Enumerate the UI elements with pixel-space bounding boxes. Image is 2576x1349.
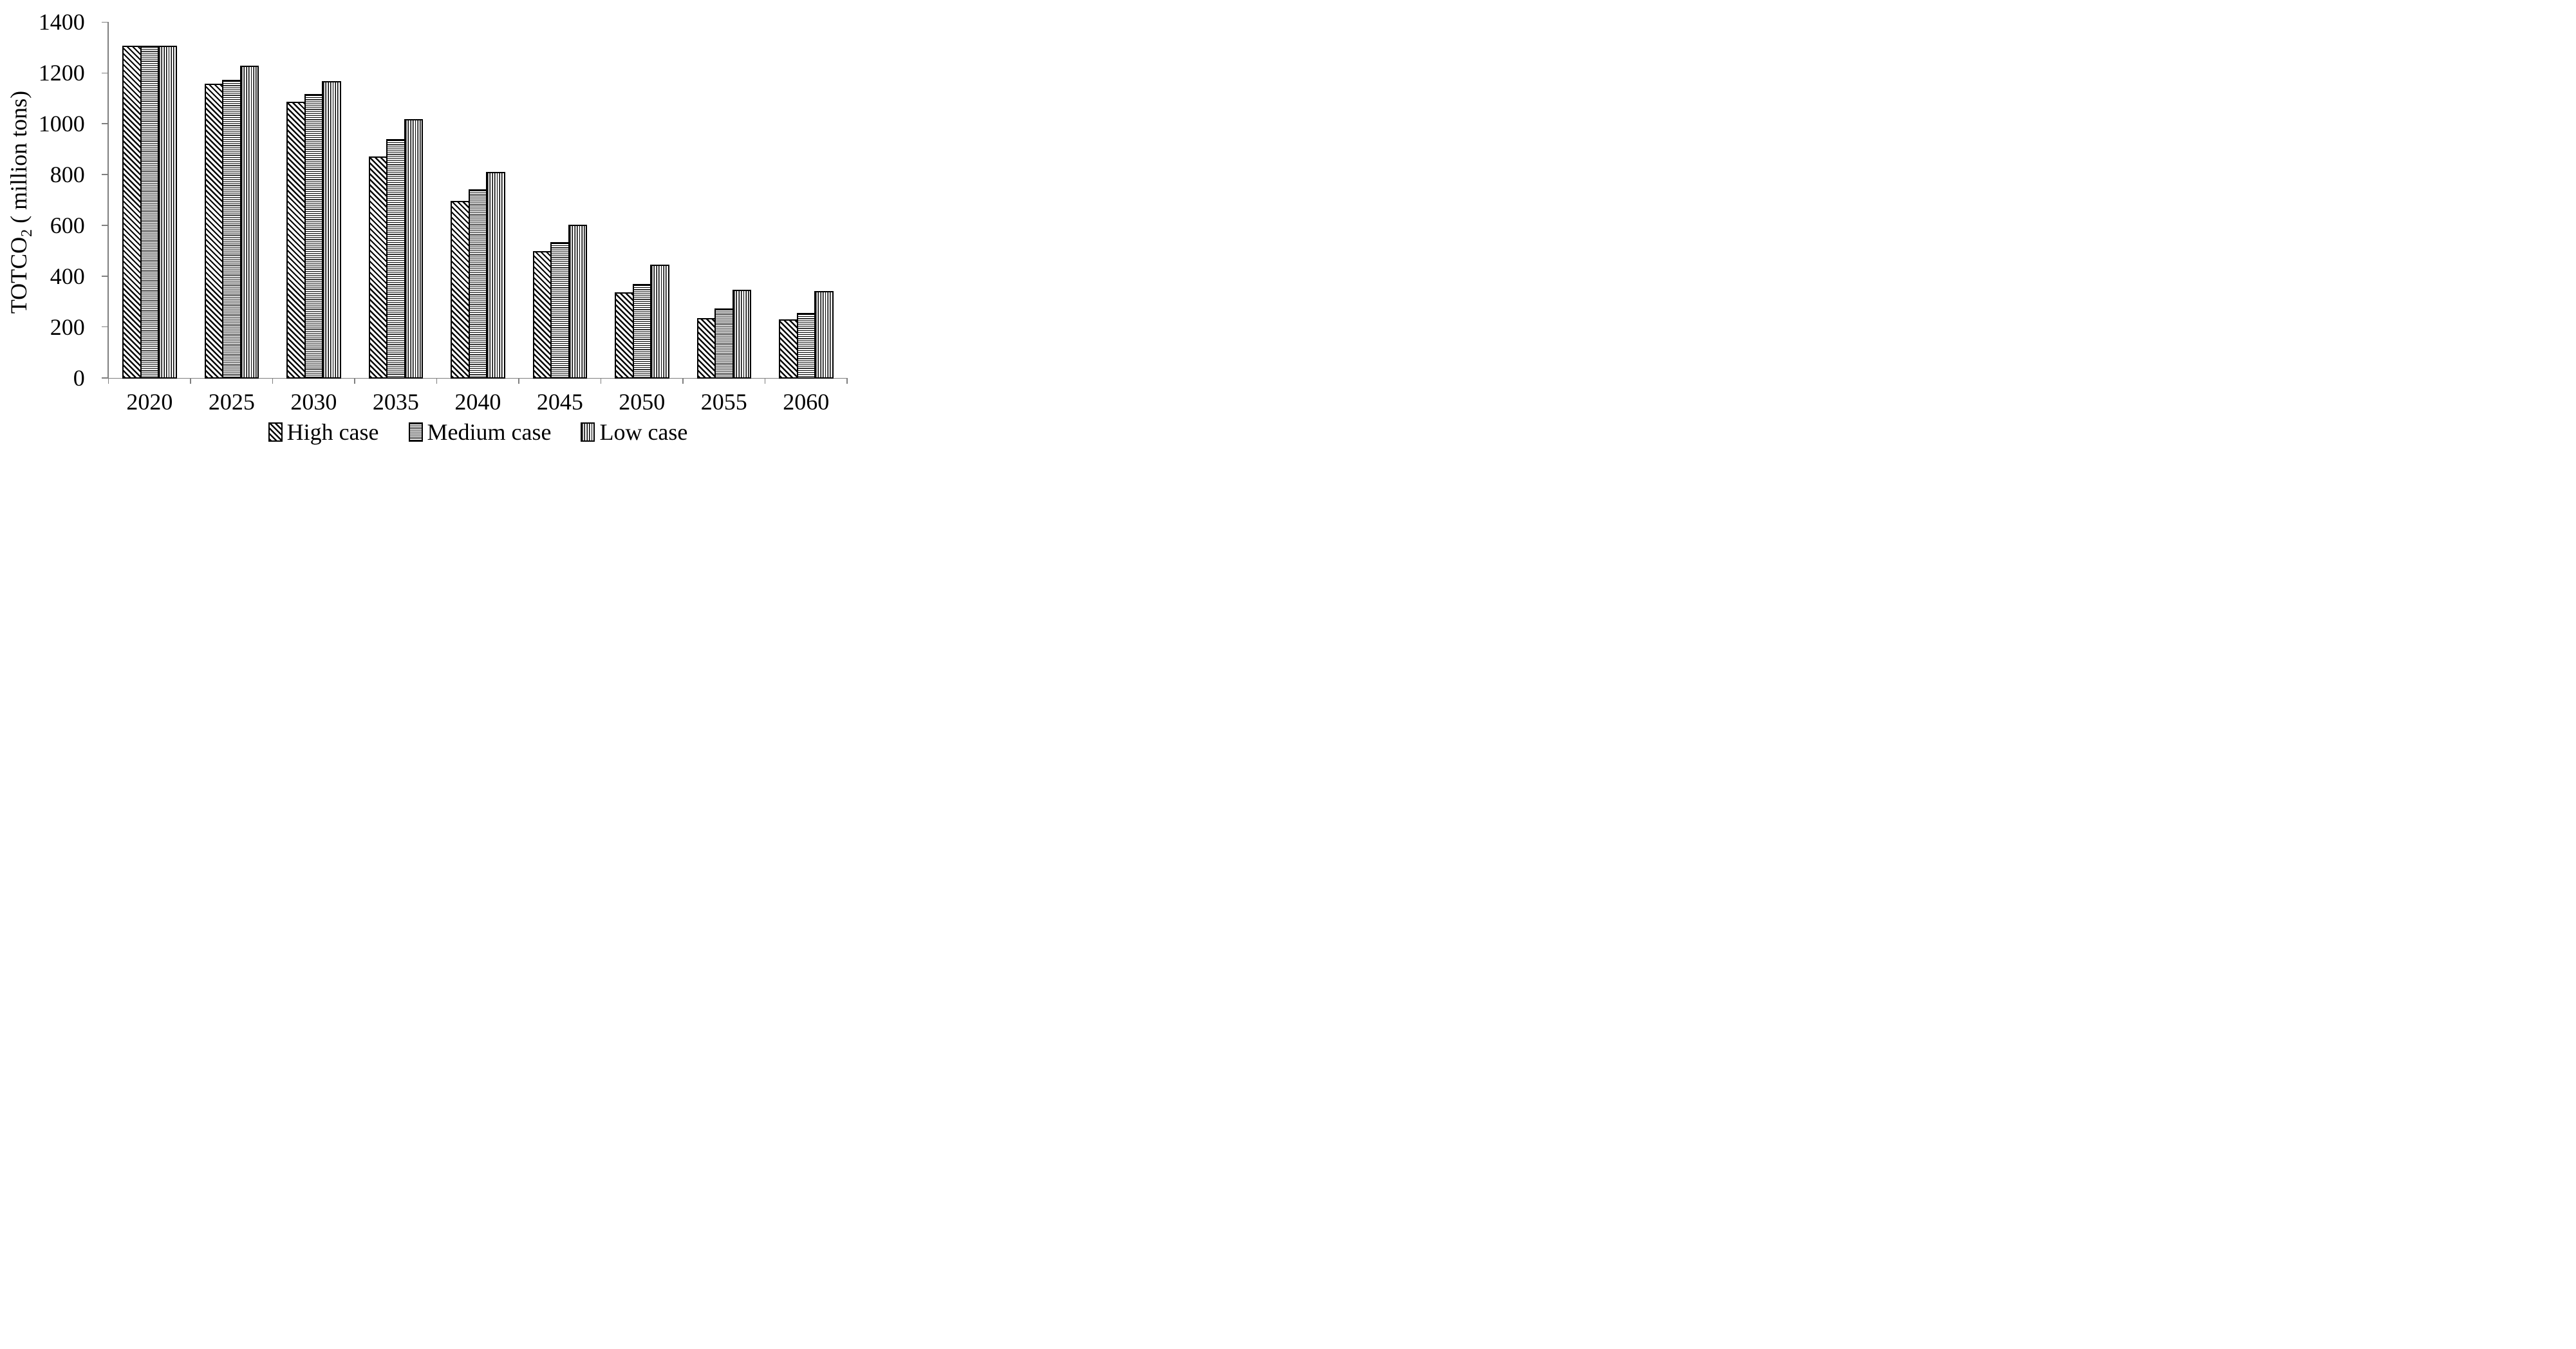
x-tick-mark (436, 377, 438, 384)
legend-item-low-case: Low case (581, 419, 687, 446)
bar-low-case-2045 (568, 224, 588, 379)
bar-medium-case-2055 (714, 308, 734, 379)
bar-low-case-2025 (239, 65, 259, 379)
bar-medium-case-2025 (222, 80, 241, 379)
bar-low-case-2035 (404, 118, 424, 379)
x-tick-mark (108, 377, 109, 384)
y-tick-label: 400 (50, 263, 85, 289)
x-category-label: 2055 (700, 388, 747, 415)
y-tick-label: 1200 (38, 60, 85, 86)
y-axis-line (107, 22, 109, 378)
high-case-swatch-icon (268, 422, 283, 442)
x-category-label: 2050 (619, 388, 666, 415)
bar-high-case-2020 (122, 46, 142, 379)
y-tick-label: 1000 (38, 111, 85, 137)
x-category-label: 2060 (783, 388, 830, 415)
legend: High case Medium case Low case (109, 419, 847, 446)
x-category-label: 2045 (536, 388, 583, 415)
bar-medium-case-2050 (632, 284, 652, 379)
legend-item-high-case: High case (268, 419, 379, 446)
bar-high-case-2050 (615, 292, 634, 379)
y-tick-mark (101, 21, 109, 23)
y-tick-mark (101, 326, 109, 328)
y-tick-mark (101, 174, 109, 175)
medium-case-swatch-icon (408, 422, 423, 442)
bar-low-case-2050 (650, 265, 669, 379)
bar-high-case-2045 (532, 250, 552, 379)
x-category-label: 2030 (290, 388, 337, 415)
bar-low-case-2060 (814, 290, 834, 379)
bar-medium-case-2040 (468, 189, 488, 379)
bar-high-case-2025 (204, 84, 224, 379)
bar-low-case-2030 (322, 80, 341, 379)
bar-low-case-2055 (732, 290, 752, 379)
bar-high-case-2055 (696, 318, 716, 379)
y-tick-label: 0 (73, 364, 85, 391)
legend-label-medium-case: Medium case (427, 419, 552, 445)
bar-low-case-2020 (158, 46, 177, 379)
x-category-label: 2020 (126, 388, 173, 415)
legend-label-low-case: Low case (599, 419, 688, 445)
x-tick-mark (190, 377, 191, 384)
y-tick-mark (101, 123, 109, 124)
bar-high-case-2060 (779, 319, 798, 379)
x-tick-mark (518, 377, 519, 384)
x-tick-mark (846, 377, 848, 384)
bar-high-case-2030 (286, 102, 306, 379)
bar-medium-case-2045 (550, 241, 570, 379)
x-category-label: 2025 (208, 388, 255, 415)
x-tick-mark (682, 377, 684, 384)
bar-medium-case-2035 (386, 139, 406, 379)
bar-medium-case-2030 (304, 94, 324, 379)
bar-high-case-2035 (368, 156, 388, 379)
bar-chart: TOTCO2 ( million tons) High case Medium … (0, 0, 859, 449)
y-tick-label: 1400 (38, 9, 85, 35)
y-tick-mark (101, 377, 109, 379)
bar-medium-case-2060 (796, 312, 816, 379)
x-category-label: 2040 (454, 388, 501, 415)
y-tick-label: 800 (50, 162, 85, 188)
y-tick-label: 200 (50, 314, 85, 340)
bar-high-case-2040 (451, 200, 470, 379)
bar-low-case-2040 (486, 171, 505, 379)
x-tick-mark (272, 377, 274, 384)
low-case-swatch-icon (581, 422, 595, 442)
x-category-label: 2035 (372, 388, 419, 415)
legend-label-high-case: High case (286, 419, 379, 445)
legend-item-medium-case: Medium case (408, 419, 552, 446)
x-tick-mark (354, 377, 355, 384)
y-tick-label: 600 (50, 212, 85, 238)
bar-medium-case-2020 (140, 46, 160, 379)
